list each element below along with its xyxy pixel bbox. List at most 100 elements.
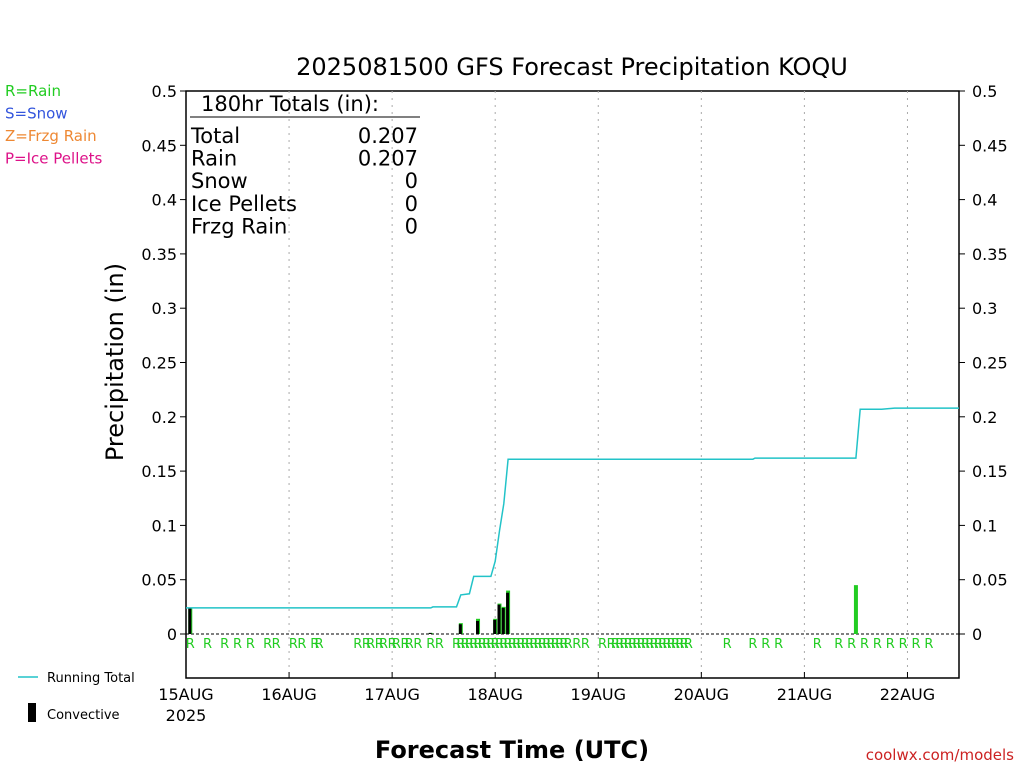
precip-type-marker: R	[547, 637, 556, 652]
precip-type-marker: R	[611, 637, 620, 652]
precip-type-marker: R	[435, 637, 444, 652]
precip-type-markers: R R R R R R R R R RR R RR RR RR RR R R R RRRRRRRRRRRRRRRRR…	[186, 637, 934, 652]
precip-type-marker: R	[680, 637, 689, 652]
y-tick-label-right: 0.15	[972, 462, 1008, 481]
precip-type-marker: R	[233, 637, 242, 652]
plot-frame	[185, 90, 960, 679]
precip-type-marker: R	[774, 637, 783, 652]
precip-type-marker: R	[379, 637, 388, 652]
precip-type-marker: R	[564, 637, 573, 652]
type-legend-item: R=Rain	[5, 82, 61, 100]
convective-legend-box	[28, 703, 36, 722]
type-legend-item: Z=Frzg Rain	[5, 127, 97, 145]
precip-type-marker: R	[632, 637, 641, 652]
precip-type-marker: R	[400, 637, 409, 652]
precip-type-marker: R	[748, 637, 757, 652]
precip-type-marker: R	[559, 637, 568, 652]
precip-type-marker: R	[499, 637, 508, 652]
y-tick-label-right: 0.4	[972, 191, 997, 210]
convective-bar	[476, 620, 480, 634]
precip-type-marker: R	[388, 637, 397, 652]
y-tick-label-left: 0.3	[152, 299, 177, 318]
precip-type-marker: R	[662, 637, 671, 652]
y-tick-label-left: 0	[167, 625, 177, 644]
precip-type-marker: R	[834, 637, 843, 652]
precip-type-marker: R	[542, 637, 551, 652]
precip-type-marker: R	[220, 637, 229, 652]
x-tick-label: 20AUG	[674, 685, 729, 704]
precip-type-marker: R	[538, 637, 547, 652]
precip-type-marker: R	[366, 637, 375, 652]
precip-type-marker: R	[495, 637, 504, 652]
precip-type-marker: R	[310, 637, 319, 652]
y-tick-label-right: 0	[972, 625, 982, 644]
series-legend: Running Total Convective	[18, 671, 135, 723]
precip-type-marker: R	[529, 637, 538, 652]
precip-type-marker: R	[486, 637, 495, 652]
precip-type-marker: R	[469, 637, 478, 652]
precip-type-marker: R	[912, 637, 921, 652]
precip-type-marker: R	[392, 637, 401, 652]
precip-bars	[188, 585, 858, 634]
precip-type-marker: R	[847, 637, 856, 652]
precip-type-marker: R	[516, 637, 525, 652]
x-tick-label: 15AUG	[158, 685, 213, 704]
precip-type-marker: R	[186, 637, 195, 652]
totals-row-value: 0	[405, 169, 418, 193]
precip-type-marker: R	[873, 637, 882, 652]
convective-bar	[493, 619, 497, 634]
y-tick-label-right: 0.3	[972, 299, 997, 318]
precip-type-marker: R	[645, 637, 654, 652]
precip-type-marker: R	[637, 637, 646, 652]
y-tick-label-left: 0.15	[141, 462, 177, 481]
precip-type-marker: R	[572, 637, 581, 652]
precip-type-marker: R	[456, 637, 465, 652]
precip-type-marker: R	[504, 637, 513, 652]
totals-box: 180hr Totals (in): Total 0.207 Rain 0.207 Sn…	[190, 92, 420, 238]
totals-row-value: 0.207	[358, 147, 418, 171]
type-legend-item: S=Snow	[5, 105, 68, 123]
totals-row-label: Snow	[191, 169, 248, 193]
precip-type-marker: R	[641, 637, 650, 652]
precip-type-marker: R	[203, 637, 212, 652]
precip-type-marker: R	[465, 637, 474, 652]
precip-type-marker: R	[581, 637, 590, 652]
y-tick-label-left: 0.25	[141, 354, 177, 373]
y-tick-label-right: 0.5	[972, 82, 997, 101]
precip-type-marker: R	[723, 637, 732, 652]
x-tick-label: 22AUG	[880, 685, 935, 704]
precip-type-marker: R	[551, 637, 560, 652]
running-total-legend-label: Running Total	[47, 671, 135, 686]
precip-type-marker: R	[315, 637, 324, 652]
precip-type-marker: R	[658, 637, 667, 652]
y-tick-label-right: 0.45	[972, 136, 1008, 155]
precip-type-marker: R	[272, 637, 281, 652]
y-tick-label-right: 0.05	[972, 571, 1008, 590]
y-axis-ticks: 0 00.05 0.050.1 0.10.15 0.150.2 0.20.25 0.250.…	[141, 82, 1007, 644]
type-legend-item: P=Ice Pellets	[5, 150, 102, 168]
x-axis-title: Forecast Time (UTC)	[375, 736, 649, 764]
y-tick-label-left: 0.1	[152, 516, 177, 535]
precip-type-marker: R	[246, 637, 255, 652]
convective-legend-label: Convective	[47, 708, 120, 723]
totals-row-label: Total	[190, 124, 240, 148]
x-tick-label: 21AUG	[777, 685, 832, 704]
y-tick-label-right: 0.2	[972, 408, 997, 427]
y-tick-label-right: 0.1	[972, 516, 997, 535]
precip-type-marker: R	[761, 637, 770, 652]
precip-type-marker: R	[598, 637, 607, 652]
x-tick-label: 16AUG	[261, 685, 316, 704]
precip-type-marker: R	[654, 637, 663, 652]
precip-type-marker: R	[508, 637, 517, 652]
precip-bar	[853, 585, 858, 634]
precip-type-marker: R	[813, 637, 822, 652]
precip-type-marker: R	[615, 637, 624, 652]
precip-type-marker: R	[607, 637, 616, 652]
y-tick-label-left: 0.05	[141, 571, 177, 590]
y-tick-label-left: 0.2	[152, 408, 177, 427]
convective-bar	[428, 632, 432, 634]
running-total-line	[186, 407, 959, 609]
precip-type-marker: R	[675, 637, 684, 652]
totals-row-value: 0	[405, 192, 418, 216]
precip-type-marker: R	[667, 637, 676, 652]
